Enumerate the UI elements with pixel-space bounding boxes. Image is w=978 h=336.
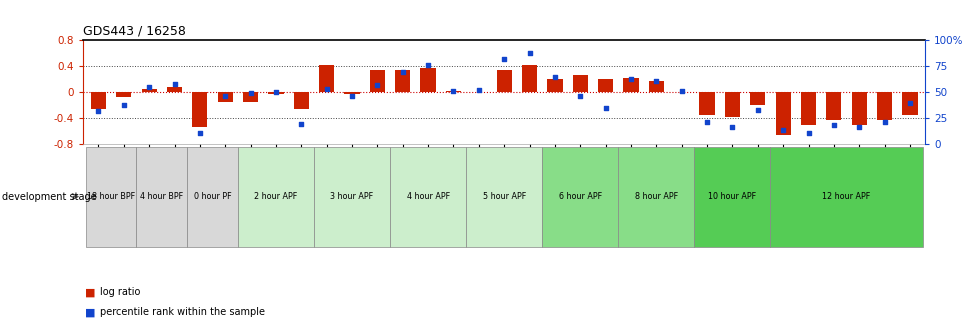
Point xyxy=(91,109,107,114)
Text: 8 hour APF: 8 hour APF xyxy=(634,192,677,201)
Bar xyxy=(698,92,714,115)
FancyBboxPatch shape xyxy=(86,146,136,247)
Point xyxy=(496,56,511,62)
Bar xyxy=(116,92,131,97)
Point xyxy=(445,89,461,94)
Text: GDS443 / 16258: GDS443 / 16258 xyxy=(83,25,186,38)
Point xyxy=(775,127,790,133)
Point xyxy=(115,102,131,108)
Text: 3 hour APF: 3 hour APF xyxy=(331,192,374,201)
FancyBboxPatch shape xyxy=(618,146,693,247)
Bar xyxy=(851,92,866,125)
Bar xyxy=(496,70,511,92)
Bar xyxy=(217,92,233,101)
Text: 12 hour APF: 12 hour APF xyxy=(822,192,869,201)
Point xyxy=(572,93,588,98)
Point xyxy=(268,90,284,95)
Text: development stage: development stage xyxy=(2,192,97,202)
FancyBboxPatch shape xyxy=(187,146,238,247)
Text: log ratio: log ratio xyxy=(100,287,140,297)
FancyBboxPatch shape xyxy=(466,146,542,247)
Point xyxy=(800,130,816,136)
Text: 18 hour BPF: 18 hour BPF xyxy=(87,192,135,201)
Bar xyxy=(623,78,638,92)
FancyBboxPatch shape xyxy=(389,146,466,247)
Point xyxy=(141,84,156,90)
Point xyxy=(293,121,309,126)
Bar xyxy=(370,70,384,92)
Point xyxy=(192,130,207,136)
FancyBboxPatch shape xyxy=(693,146,770,247)
FancyBboxPatch shape xyxy=(136,146,187,247)
Bar xyxy=(902,92,916,115)
Point xyxy=(598,106,613,111)
Text: 0 hour PF: 0 hour PF xyxy=(194,192,231,201)
Point xyxy=(724,124,739,129)
Point xyxy=(698,119,714,124)
FancyBboxPatch shape xyxy=(770,146,921,247)
Point xyxy=(217,93,233,98)
Text: ■: ■ xyxy=(85,307,96,318)
Bar xyxy=(521,65,537,92)
Point xyxy=(825,122,841,127)
Text: 2 hour APF: 2 hour APF xyxy=(254,192,297,201)
Bar xyxy=(192,92,207,127)
Bar xyxy=(876,92,891,120)
FancyBboxPatch shape xyxy=(238,146,314,247)
Text: 10 hour APF: 10 hour APF xyxy=(708,192,756,201)
Point xyxy=(851,124,867,129)
Bar xyxy=(598,79,612,92)
Point xyxy=(344,93,360,98)
Bar xyxy=(142,89,156,92)
Point xyxy=(394,69,410,74)
Point xyxy=(420,62,435,68)
Point xyxy=(749,108,765,113)
Point xyxy=(521,50,537,55)
Point xyxy=(876,119,892,124)
Bar xyxy=(775,92,790,135)
Point xyxy=(319,87,334,92)
FancyBboxPatch shape xyxy=(542,146,618,247)
Bar xyxy=(319,65,333,92)
Point xyxy=(647,78,663,84)
FancyBboxPatch shape xyxy=(314,146,389,247)
Text: 6 hour APF: 6 hour APF xyxy=(558,192,601,201)
Bar xyxy=(293,92,309,109)
Bar xyxy=(572,75,587,92)
Text: percentile rank within the sample: percentile rank within the sample xyxy=(100,307,265,318)
Text: 4 hour BPF: 4 hour BPF xyxy=(140,192,183,201)
Text: ■: ■ xyxy=(85,287,96,297)
Point xyxy=(166,81,182,87)
Point xyxy=(369,82,384,88)
Text: 5 hour APF: 5 hour APF xyxy=(482,192,525,201)
Text: 4 hour APF: 4 hour APF xyxy=(406,192,449,201)
Point xyxy=(243,91,258,96)
Bar xyxy=(800,92,816,125)
Bar xyxy=(825,92,841,120)
Bar xyxy=(268,92,284,94)
Bar xyxy=(445,91,461,92)
Bar xyxy=(547,79,562,92)
Bar xyxy=(395,70,410,92)
Point xyxy=(547,74,562,79)
Bar xyxy=(724,92,739,117)
Bar xyxy=(421,68,435,92)
Bar xyxy=(91,92,106,109)
Bar xyxy=(243,92,258,102)
Point xyxy=(673,89,689,94)
Point xyxy=(623,76,639,82)
Point xyxy=(901,100,916,106)
Bar xyxy=(344,92,359,94)
Bar xyxy=(648,81,663,92)
Point xyxy=(470,88,486,93)
Bar xyxy=(166,87,182,92)
Bar xyxy=(749,92,765,106)
